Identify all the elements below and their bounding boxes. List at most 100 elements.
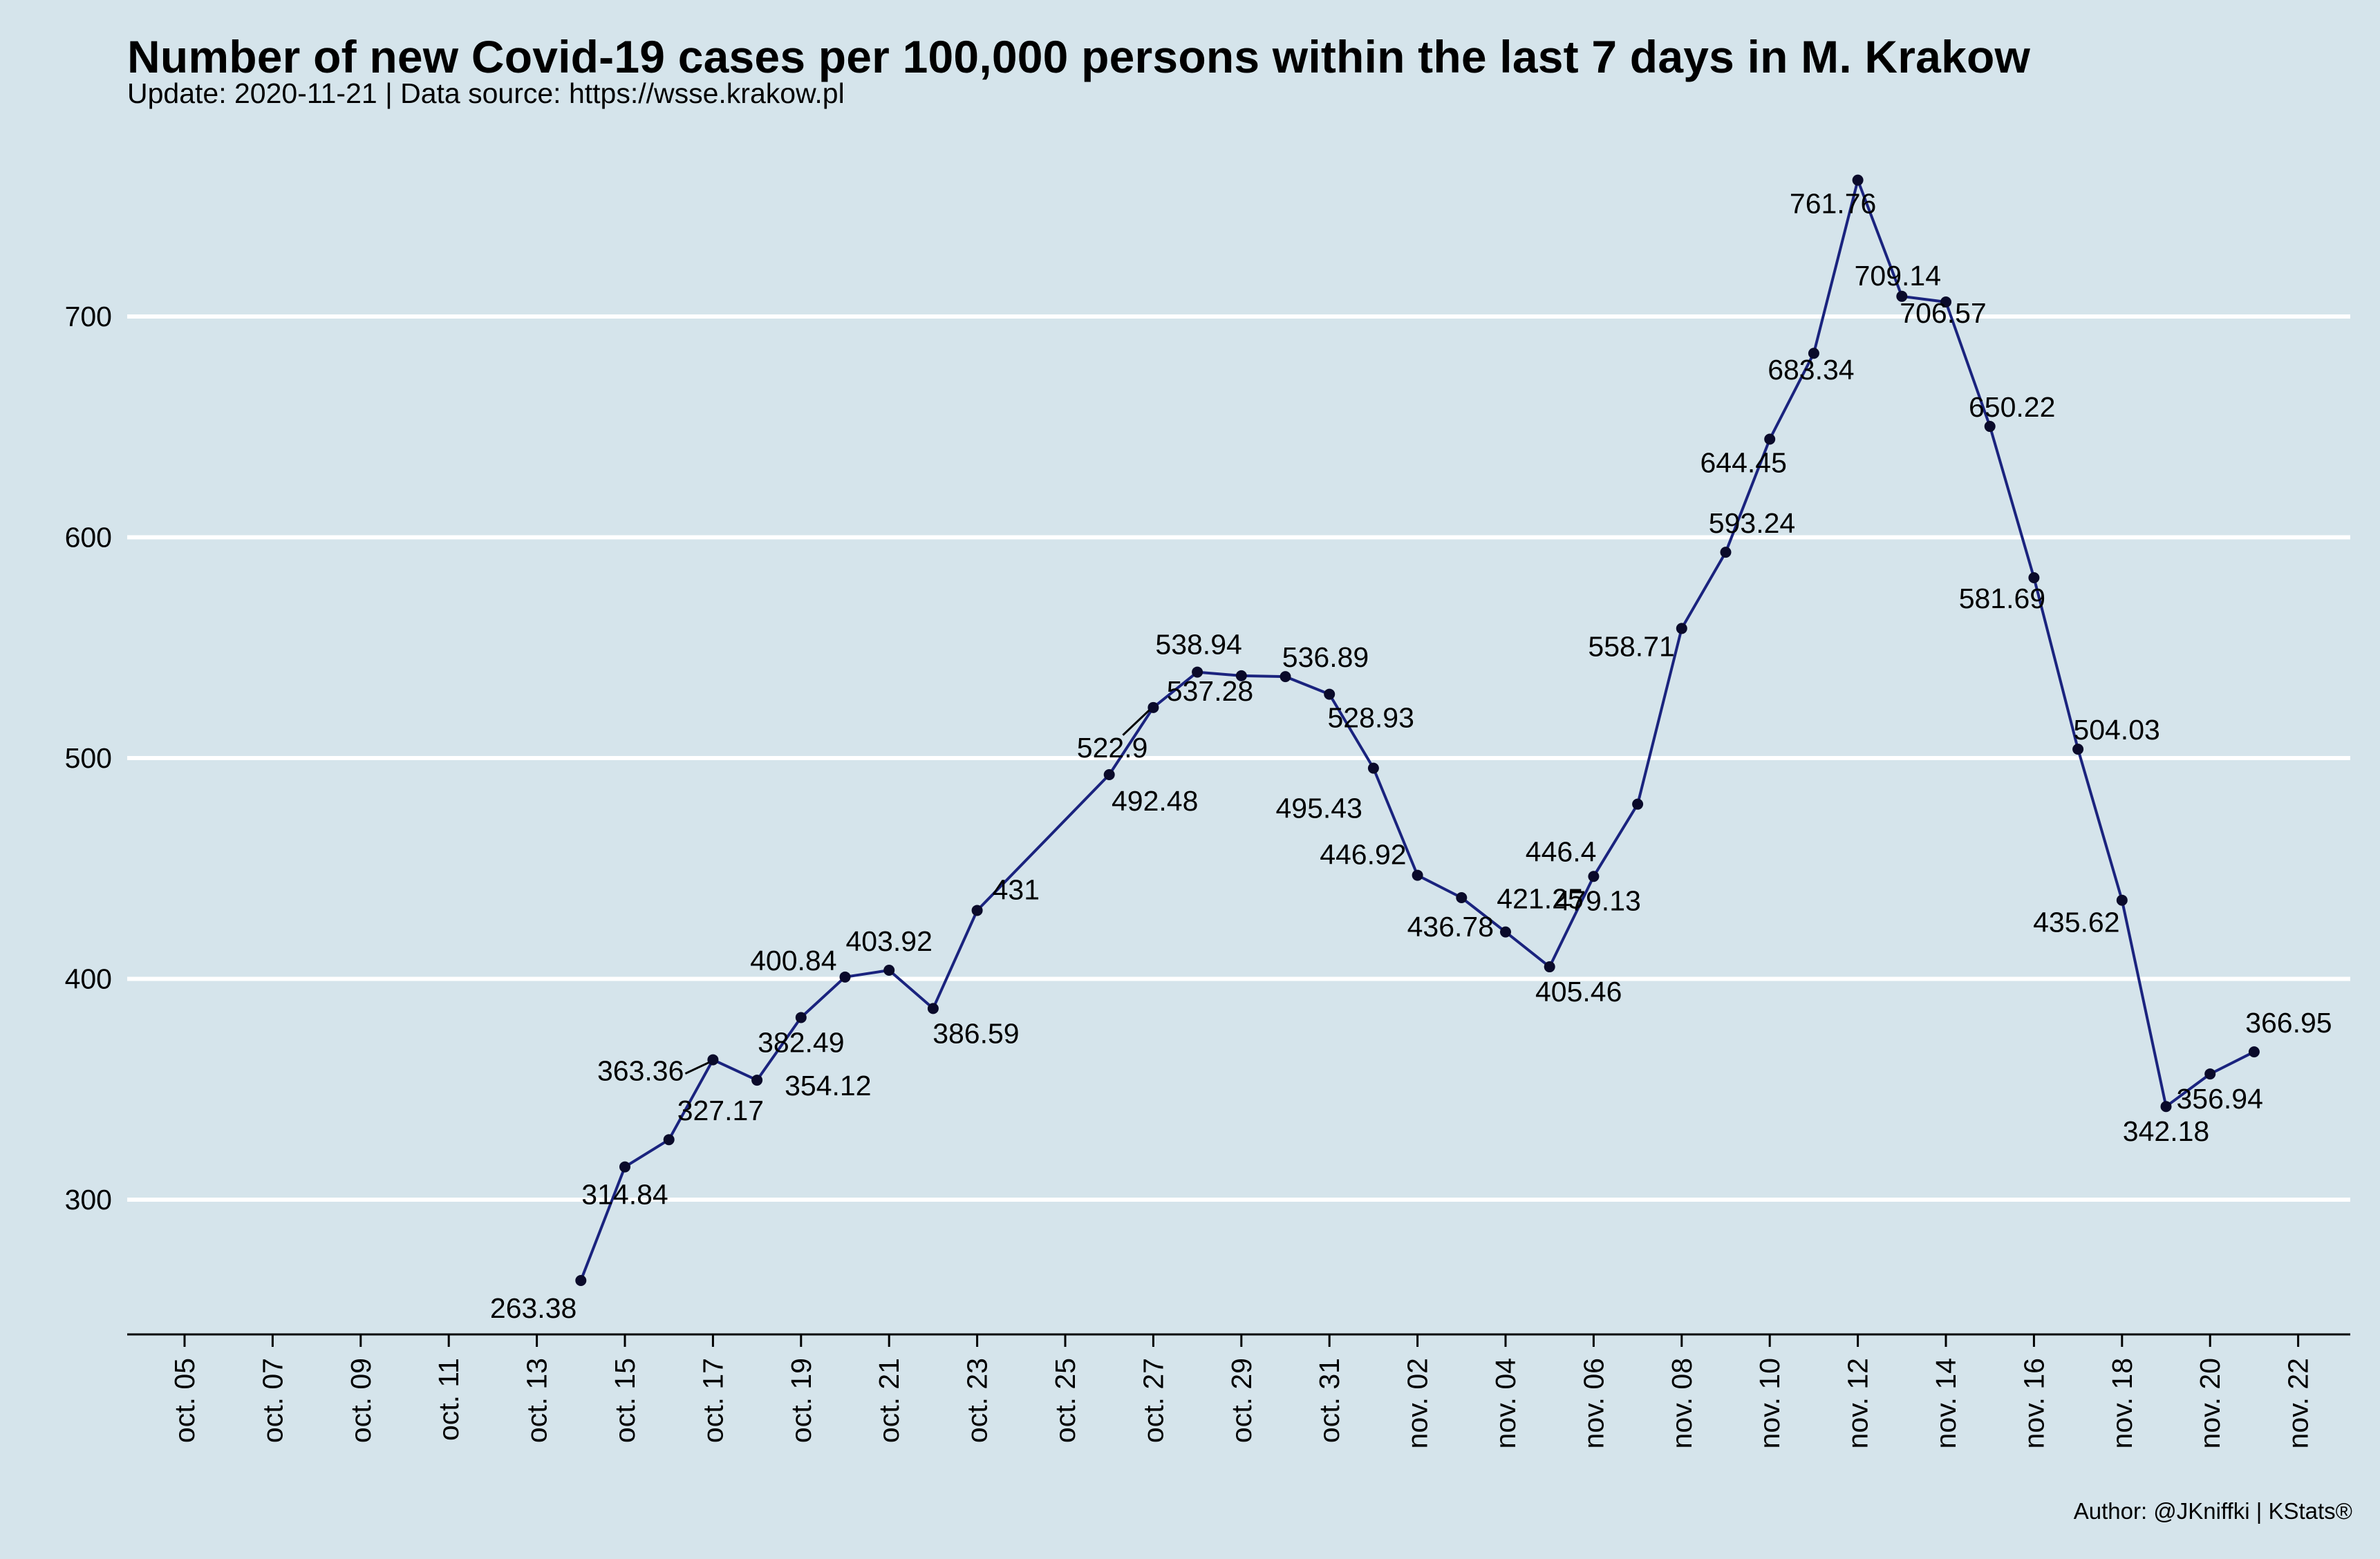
y-tick-label: 700 bbox=[65, 301, 112, 332]
x-tick-label: oct. 15 bbox=[609, 1358, 641, 1443]
data-label: 314.84 bbox=[581, 1179, 668, 1211]
data-label: 356.94 bbox=[2176, 1083, 2262, 1115]
data-label: 581.69 bbox=[1959, 583, 2045, 614]
data-label: 709.14 bbox=[1855, 260, 1941, 292]
data-label: 683.34 bbox=[1768, 354, 1854, 386]
x-tick-label: nov. 04 bbox=[1490, 1358, 1521, 1448]
data-point bbox=[2072, 744, 2084, 755]
chart-title: Number of new Covid-19 cases per 100,000… bbox=[127, 31, 2031, 82]
data-point bbox=[971, 905, 983, 916]
data-label: 366.95 bbox=[2245, 1007, 2332, 1039]
data-label: 403.92 bbox=[845, 925, 932, 957]
x-tick-label: oct. 11 bbox=[433, 1358, 465, 1441]
y-tick-label: 500 bbox=[65, 742, 112, 774]
data-point bbox=[1456, 891, 1468, 903]
data-label: 558.71 bbox=[1588, 630, 1674, 662]
x-tick-label: oct. 09 bbox=[345, 1358, 377, 1443]
data-point bbox=[2028, 572, 2040, 584]
data-label: 431 bbox=[993, 873, 1040, 905]
series-line-layer bbox=[579, 178, 2255, 1281]
data-point bbox=[1147, 701, 1159, 713]
data-point bbox=[2204, 1068, 2216, 1080]
data-point bbox=[2160, 1101, 2172, 1113]
data-point bbox=[2248, 1046, 2260, 1058]
data-point bbox=[1896, 290, 1908, 302]
data-point bbox=[575, 1275, 587, 1287]
data-label: 504.03 bbox=[2073, 714, 2159, 746]
data-label: 342.18 bbox=[2123, 1115, 2209, 1147]
x-tick-label: oct. 17 bbox=[697, 1358, 729, 1443]
x-tick-label: nov. 16 bbox=[2018, 1358, 2050, 1448]
data-label: 537.28 bbox=[1167, 675, 1253, 707]
label-leader-line bbox=[684, 1061, 710, 1075]
data-label: 446.92 bbox=[1320, 839, 1406, 871]
x-tick-label: nov. 18 bbox=[2106, 1358, 2138, 1448]
data-point bbox=[1676, 623, 1687, 634]
x-tick-label: nov. 06 bbox=[1577, 1358, 1609, 1448]
data-points bbox=[575, 174, 2260, 1287]
data-label: 644.45 bbox=[1700, 446, 1786, 478]
data-label: 650.22 bbox=[1969, 391, 2055, 423]
x-tick-label: oct. 25 bbox=[1049, 1358, 1081, 1443]
x-tick-label: oct. 27 bbox=[1137, 1358, 1169, 1443]
x-tick-label: oct. 31 bbox=[1313, 1358, 1345, 1443]
data-label: 363.36 bbox=[597, 1055, 684, 1087]
x-tick-label: nov. 22 bbox=[2283, 1358, 2314, 1448]
data-point bbox=[1412, 869, 1423, 881]
data-point bbox=[839, 971, 851, 983]
data-point bbox=[1367, 762, 1379, 774]
chart-caption: Author: @JKniffki | KStats® bbox=[2073, 1498, 2352, 1524]
data-label: 405.46 bbox=[1535, 976, 1622, 1008]
data-point bbox=[1103, 769, 1115, 781]
grid-lines bbox=[127, 314, 2350, 1202]
x-tick-label: oct. 13 bbox=[521, 1358, 553, 1443]
data-label: 382.49 bbox=[758, 1026, 844, 1058]
x-tick-label: nov. 14 bbox=[1930, 1358, 1962, 1448]
x-tick-label: oct. 23 bbox=[962, 1358, 993, 1443]
data-point bbox=[1764, 433, 1776, 445]
data-point bbox=[1280, 671, 1291, 683]
chart-subtitle: Update: 2020-11-21 | Data source: https:… bbox=[127, 77, 845, 109]
x-tick-label: oct. 07 bbox=[256, 1358, 288, 1443]
y-tick-label: 300 bbox=[65, 1184, 112, 1216]
x-tick-label: nov. 10 bbox=[1754, 1358, 1786, 1448]
y-tick-label: 600 bbox=[65, 522, 112, 554]
data-point bbox=[1192, 666, 1203, 678]
data-label: 400.84 bbox=[750, 945, 836, 976]
x-tick-label: oct. 21 bbox=[873, 1358, 905, 1443]
data-label: 528.93 bbox=[1327, 702, 1414, 734]
series-line bbox=[579, 178, 2255, 1281]
x-tick-label: oct. 29 bbox=[1226, 1358, 1257, 1443]
data-label: 495.43 bbox=[1275, 793, 1362, 824]
data-point bbox=[707, 1054, 719, 1066]
data-label: 706.57 bbox=[1900, 297, 1986, 329]
label-leader-line bbox=[1122, 709, 1150, 736]
data-label: 522.9 bbox=[1077, 732, 1148, 764]
data-point bbox=[1588, 871, 1600, 882]
data-point bbox=[2116, 894, 2128, 906]
data-point bbox=[1544, 961, 1555, 973]
data-label: 263.38 bbox=[490, 1292, 577, 1324]
data-label: 593.24 bbox=[1709, 507, 1795, 539]
data-label: 446.4 bbox=[1526, 835, 1597, 867]
x-tick-label: nov. 12 bbox=[1842, 1358, 1874, 1448]
data-point bbox=[663, 1134, 675, 1146]
data-point bbox=[1984, 421, 1996, 433]
x-tick-label: oct. 05 bbox=[169, 1358, 200, 1443]
data-label: 536.89 bbox=[1282, 641, 1369, 673]
data-point bbox=[1324, 688, 1336, 700]
data-labels: 263.38 314.84 327.17 363.36 354.12 382.49 400.… bbox=[490, 188, 2332, 1324]
data-label: 435.62 bbox=[2033, 907, 2119, 938]
data-point bbox=[1852, 174, 1864, 186]
data-point bbox=[1235, 670, 1247, 681]
data-point bbox=[1632, 798, 1644, 810]
data-point bbox=[1720, 547, 1732, 558]
x-tick-label: nov. 20 bbox=[2194, 1358, 2226, 1448]
data-point bbox=[795, 1012, 807, 1023]
data-point bbox=[927, 1003, 939, 1014]
data-point bbox=[1500, 926, 1511, 938]
x-tick-label: nov. 02 bbox=[1402, 1358, 1434, 1448]
data-label: 761.76 bbox=[1790, 188, 1876, 220]
data-label: 354.12 bbox=[785, 1070, 871, 1102]
data-label: 421.25 bbox=[1497, 883, 1583, 915]
